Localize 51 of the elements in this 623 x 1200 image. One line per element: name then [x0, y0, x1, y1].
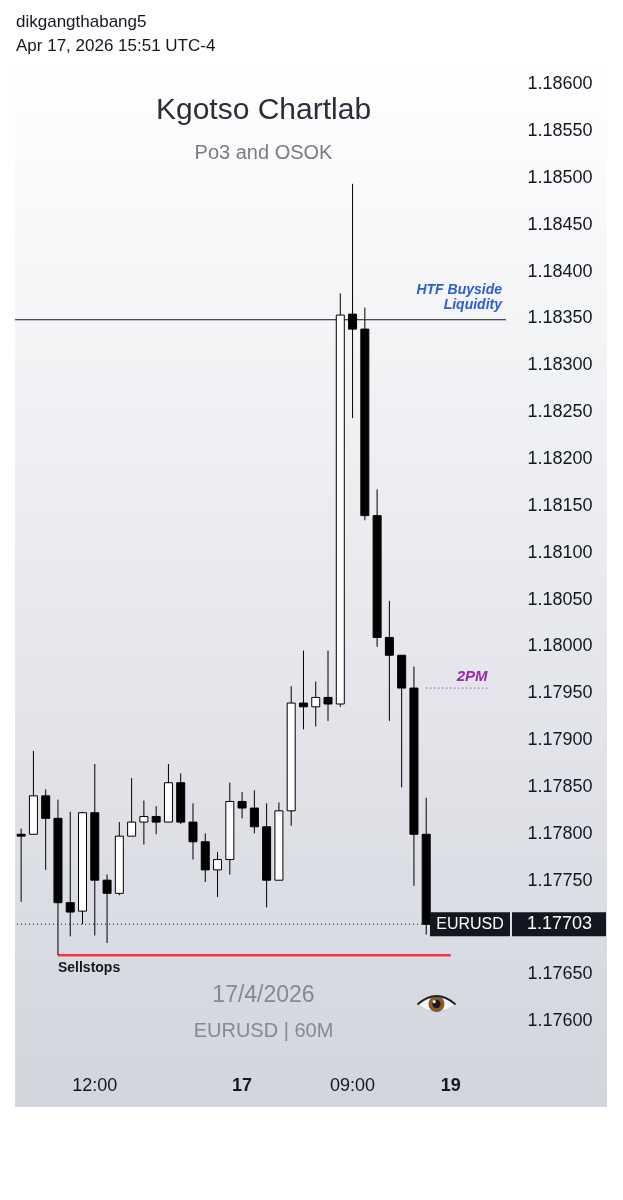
text: Apr 17, 2026 15:51 UTC-4	[16, 35, 216, 57]
y-tick-label: 1.18400	[527, 260, 593, 281]
series-label: 2PM	[455, 667, 489, 685]
candlestick	[348, 183, 358, 419]
candlestick	[151, 805, 161, 835]
ref-line-label: HTF Buyside Liquidity	[416, 280, 504, 312]
text: 1.17703	[527, 913, 593, 934]
candlestick	[16, 828, 26, 903]
y-tick-label: 1.18200	[527, 447, 593, 468]
text: Po3 and OSOK	[194, 141, 334, 163]
y-tick-label: 1.18100	[527, 541, 593, 562]
y-tick-label: 1.18250	[527, 401, 593, 422]
y-tick-label: 1.18550	[527, 119, 593, 140]
text: Kgotso Chartlab	[155, 92, 372, 125]
y-tick-label: 1.17850	[527, 775, 593, 796]
candlestick	[127, 777, 137, 837]
candlestick	[102, 874, 112, 944]
candlestick	[298, 650, 308, 730]
candlestick	[213, 851, 223, 898]
x-tick-label: 12:00	[72, 1074, 118, 1095]
annotation: EURUSD | 60M	[193, 1019, 334, 1041]
x-tick-label: 17	[232, 1074, 253, 1095]
text: dikgangthabang5	[16, 11, 148, 33]
y-tick-label: 1.17900	[527, 729, 593, 750]
candlestick	[249, 789, 259, 834]
y-tick-label: 1.17750	[527, 869, 593, 890]
y-tick-label: 1.18050	[527, 588, 593, 609]
candlestick	[41, 788, 51, 871]
y-tick-label: 1.18150	[527, 494, 593, 515]
x-tick-label: 19	[440, 1074, 461, 1095]
candlestick	[65, 811, 75, 937]
y-tick-label: 1.17800	[527, 822, 593, 843]
y-tick-label: 1.18300	[527, 354, 593, 375]
ref-line-label: EURUSD	[436, 915, 504, 933]
candlestick	[139, 800, 149, 846]
candlestick	[237, 791, 247, 819]
x-tick-label: 09:00	[330, 1074, 376, 1095]
y-tick-label: 1.18600	[527, 73, 593, 94]
candlestick	[323, 650, 333, 722]
y-tick-label: 1.17950	[527, 682, 593, 703]
candlestick	[311, 681, 321, 727]
y-tick-label: 1.18450	[527, 213, 593, 234]
y-tick-label: 1.18350	[527, 307, 593, 328]
y-tick-label: 1.17650	[527, 963, 593, 984]
candlestick	[188, 802, 198, 861]
annotation: 17/4/2026	[212, 981, 315, 1007]
y-tick-label: 1.18500	[527, 166, 593, 187]
candlestick	[384, 600, 394, 722]
y-tick-label: 1.17600	[527, 1010, 593, 1031]
y-tick-label: 1.18000	[527, 635, 593, 656]
annotation: Sellstops	[57, 959, 121, 976]
